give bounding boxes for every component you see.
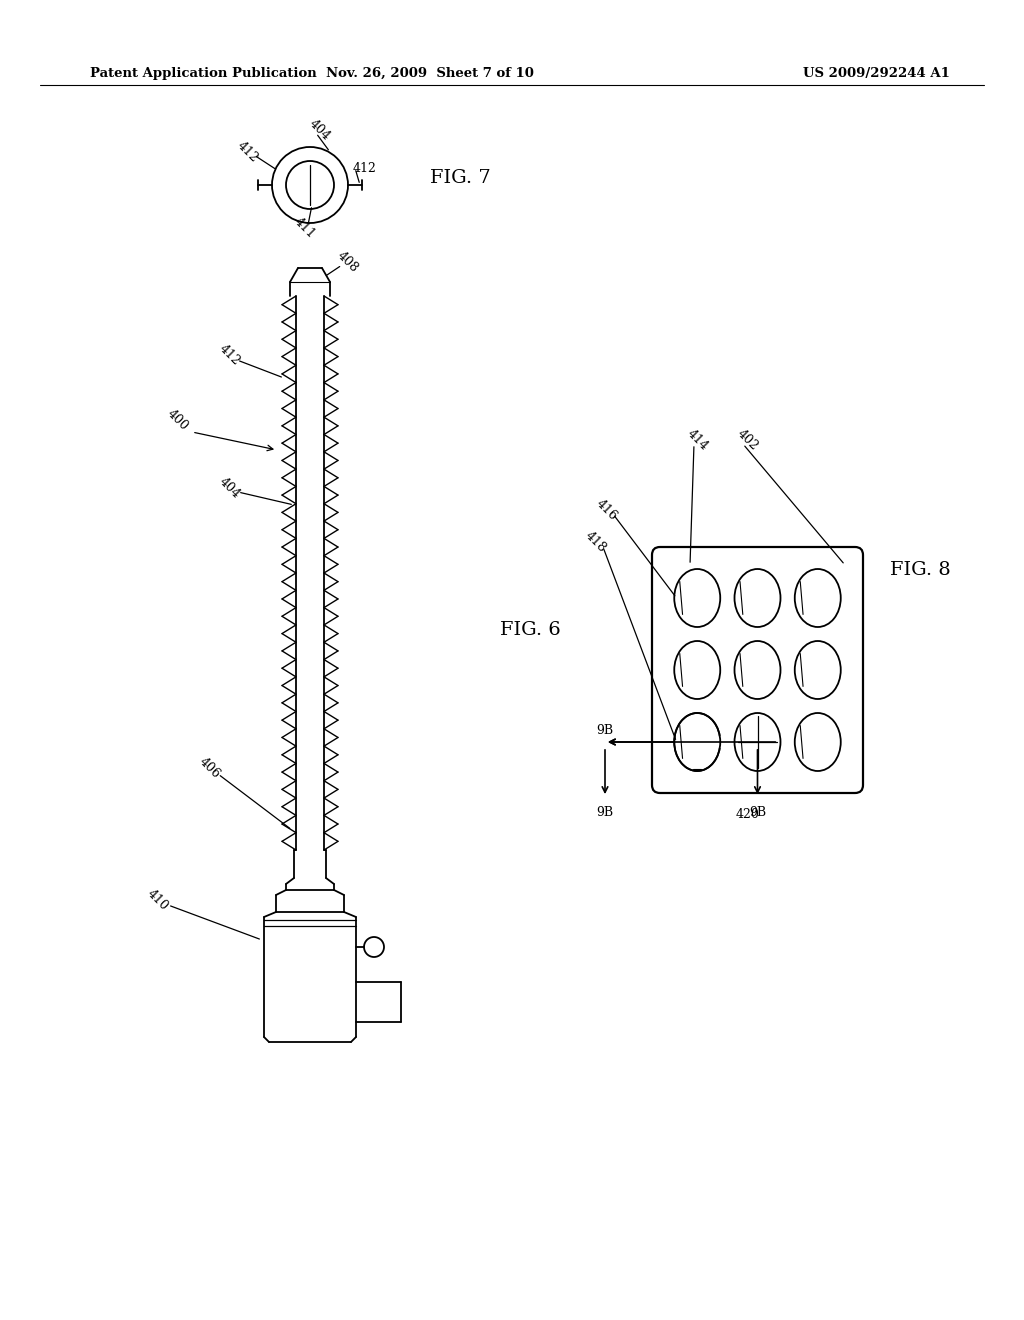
Text: 412: 412 <box>353 161 377 174</box>
Text: 416: 416 <box>594 496 621 523</box>
Text: 402: 402 <box>735 426 761 453</box>
Text: 406: 406 <box>197 755 223 781</box>
Text: US 2009/292244 A1: US 2009/292244 A1 <box>803 66 950 79</box>
Text: Nov. 26, 2009  Sheet 7 of 10: Nov. 26, 2009 Sheet 7 of 10 <box>326 66 534 79</box>
Text: 412: 412 <box>217 342 243 368</box>
Text: 418: 418 <box>583 529 609 556</box>
Text: 9B: 9B <box>749 805 766 818</box>
Text: 408: 408 <box>335 249 361 275</box>
Text: 412: 412 <box>234 139 261 165</box>
Text: 414: 414 <box>685 426 711 453</box>
Text: 411: 411 <box>292 215 318 242</box>
Text: 404: 404 <box>217 475 243 502</box>
Text: FIG. 6: FIG. 6 <box>500 620 561 639</box>
Text: Patent Application Publication: Patent Application Publication <box>90 66 316 79</box>
Text: 404: 404 <box>307 117 333 143</box>
Text: 410: 410 <box>145 887 171 913</box>
Text: FIG. 8: FIG. 8 <box>890 561 950 579</box>
Text: 400: 400 <box>165 407 191 433</box>
Text: 420: 420 <box>735 808 760 821</box>
Text: 9B: 9B <box>596 723 613 737</box>
Text: 9B: 9B <box>596 805 613 818</box>
Text: FIG. 7: FIG. 7 <box>430 169 490 187</box>
